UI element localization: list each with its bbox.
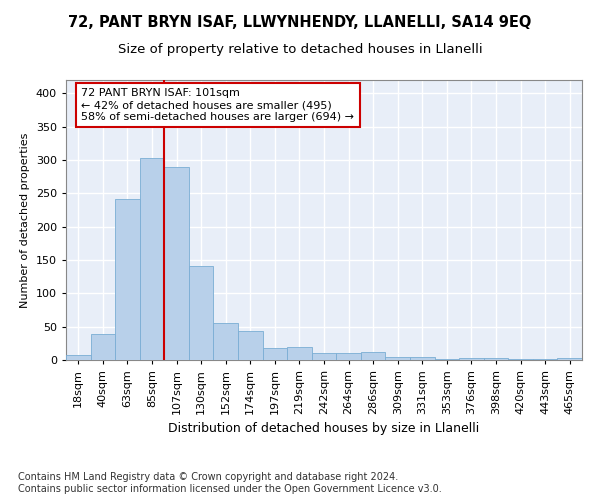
Bar (91, 334, 115, 360)
Bar (238, 330, 263, 360)
Bar (115, 198, 140, 360)
Bar (385, 358, 410, 360)
Bar (66, 354, 91, 360)
Text: Contains HM Land Registry data © Crown copyright and database right 2024.
Contai: Contains HM Land Registry data © Crown c… (18, 472, 442, 494)
Bar (557, 358, 582, 360)
Bar (410, 358, 434, 360)
Bar (164, 166, 189, 360)
X-axis label: Distribution of detached houses by size in Llanelli: Distribution of detached houses by size … (169, 422, 479, 436)
Bar (263, 348, 287, 360)
Text: Size of property relative to detached houses in Llanelli: Size of property relative to detached ho… (118, 42, 482, 56)
Bar (459, 358, 484, 360)
Bar (214, 324, 238, 360)
Bar (189, 266, 214, 360)
Bar (312, 354, 336, 360)
Text: 72 PANT BRYN ISAF: 101sqm
← 42% of detached houses are smaller (495)
58% of semi: 72 PANT BRYN ISAF: 101sqm ← 42% of detac… (82, 88, 355, 122)
Bar (336, 352, 361, 360)
Text: 72, PANT BRYN ISAF, LLWYNHENDY, LLANELLI, SA14 9EQ: 72, PANT BRYN ISAF, LLWYNHENDY, LLANELLI… (68, 15, 532, 30)
Bar (140, 158, 164, 360)
Bar (287, 348, 312, 360)
Y-axis label: Number of detached properties: Number of detached properties (20, 132, 30, 308)
Bar (533, 358, 557, 360)
Bar (484, 358, 508, 360)
Bar (361, 352, 385, 360)
